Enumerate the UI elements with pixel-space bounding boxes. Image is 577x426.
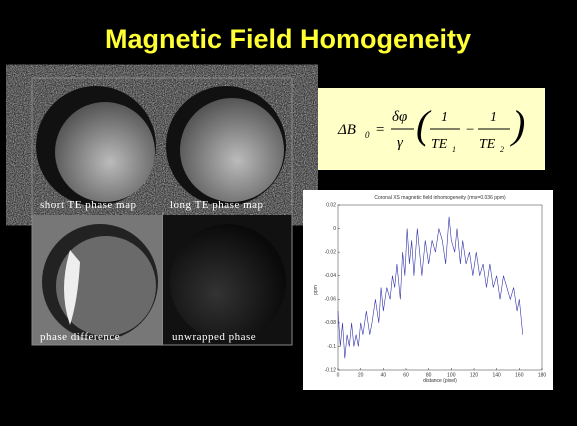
phase-disc (170, 224, 286, 340)
image-label: unwrapped phase (172, 331, 256, 343)
x-tick-label: 20 (358, 372, 364, 378)
y-tick-label: -0.12 (325, 367, 337, 373)
formula-num: δφ (392, 109, 407, 125)
x-tick-label: 160 (515, 372, 524, 378)
formula-sub: 2 (500, 145, 504, 154)
chart: Coronal XS magnetic field inhomogeneity … (303, 190, 553, 390)
formula-te: TE (479, 137, 496, 152)
y-tick-label: -0.1 (327, 344, 336, 350)
phase-disc (180, 98, 284, 202)
x-tick-label: 100 (447, 372, 456, 378)
formula-sub: 0 (365, 130, 370, 140)
phase-disc (55, 102, 155, 202)
formula-lhs: ΔB (337, 122, 356, 138)
formula-eq: = (375, 122, 385, 138)
x-tick-label: 40 (381, 372, 387, 378)
x-tick-label: 0 (337, 372, 340, 378)
chart-title: Coronal XS magnetic field inhomogeneity … (374, 195, 506, 201)
y-tick-label: 0.02 (326, 202, 336, 208)
formula-one: 1 (490, 110, 497, 125)
slide-title: Magnetic Field Homogeneity (105, 24, 471, 54)
y-tick-label: -0.08 (325, 320, 337, 326)
formula-minus: − (465, 122, 475, 138)
x-tick-label: 60 (403, 372, 409, 378)
y-tick-label: -0.02 (325, 249, 337, 255)
y-axis-label: ppm (313, 285, 319, 295)
x-tick-label: 180 (538, 372, 547, 378)
image-label: short TE phase map (40, 199, 136, 211)
x-tick-label: 140 (492, 372, 501, 378)
image-label: long TE phase map (170, 199, 264, 211)
chart-box (303, 190, 553, 390)
formula-one: 1 (441, 110, 448, 125)
formula-sub: 1 (452, 145, 456, 154)
x-tick-label: 80 (426, 372, 432, 378)
x-axis-label: distance (pixel) (423, 378, 457, 384)
y-tick-label: -0.04 (325, 273, 337, 279)
formula: ΔB 0 = δφ γ ( 1 TE 1 − 1 TE 2 ) (318, 88, 545, 170)
paren: ) (510, 102, 525, 147)
x-tick-label: 120 (470, 372, 479, 378)
slide: Magnetic Field Homogeneity short TE phas… (0, 0, 577, 426)
image-label: phase difference (40, 331, 120, 343)
formula-te: TE (431, 137, 448, 152)
phase-images: short TE phase map long TE phase map pha… (32, 78, 292, 345)
y-tick-label: -0.06 (325, 297, 337, 303)
y-tick-label: 0 (333, 226, 336, 232)
